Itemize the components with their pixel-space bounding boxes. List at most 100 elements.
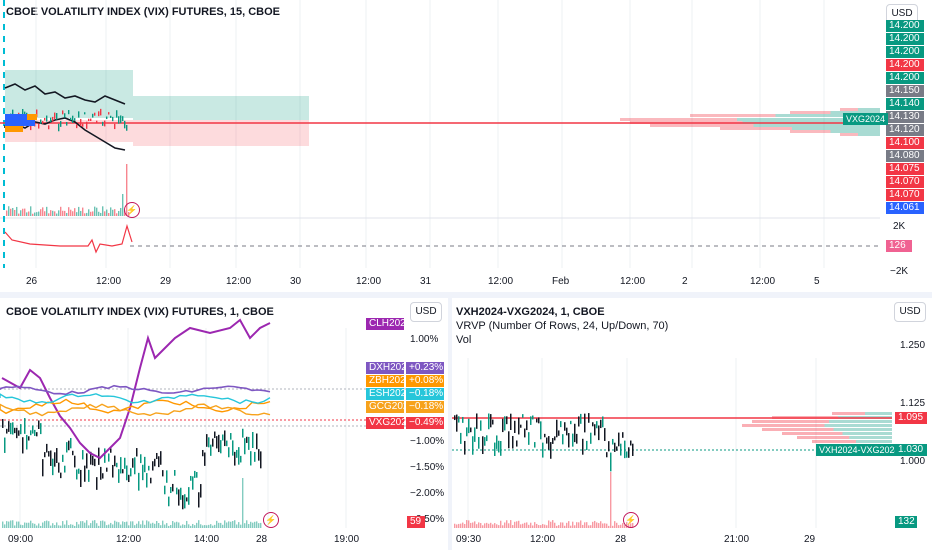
- candle: [490, 414, 492, 428]
- candle: [2, 419, 4, 428]
- bottom-right-volume-tag: 132: [895, 516, 917, 528]
- legend-symbol[interactable]: DXH2024: [366, 362, 412, 374]
- volume-bar: [536, 523, 538, 528]
- legend-symbol[interactable]: ESH2024: [366, 388, 412, 400]
- candle: [480, 420, 482, 431]
- candle: [626, 451, 628, 458]
- pane-separator-horizontal[interactable]: [0, 292, 932, 298]
- volume-indicator-label[interactable]: Vol: [456, 334, 472, 346]
- time-tick-label: 30: [290, 276, 302, 287]
- candle: [112, 464, 114, 478]
- volume-bar: [508, 523, 510, 528]
- volume-bar: [36, 212, 38, 216]
- top-chart-pane[interactable]: CBOE VOLATILITY INDEX (VIX) FUTURES, 15,…: [0, 0, 932, 292]
- volume-bar: [4, 524, 6, 528]
- bottom-right-chart-canvas[interactable]: [452, 298, 932, 550]
- candle: [74, 118, 76, 121]
- legend-symbol[interactable]: ZBH2024: [366, 375, 411, 387]
- candle: [614, 442, 616, 452]
- candle: [592, 422, 594, 427]
- volume-bar: [576, 522, 578, 528]
- candle: [200, 484, 202, 498]
- candle: [126, 465, 128, 481]
- volume-bar: [624, 525, 626, 528]
- volume-bar: [494, 523, 496, 528]
- candle: [188, 487, 190, 505]
- candle: [34, 429, 36, 436]
- candle: [78, 468, 80, 474]
- candle: [232, 440, 234, 456]
- volume-bar: [24, 208, 26, 216]
- volume-bar: [38, 211, 40, 216]
- candle: [160, 451, 162, 465]
- candle: [110, 448, 112, 453]
- candle: [6, 428, 8, 434]
- bottom-left-currency-button[interactable]: USD: [410, 302, 442, 322]
- volume-bar: [214, 524, 216, 528]
- volume-bar: [236, 524, 238, 528]
- volume-bar: [58, 525, 60, 528]
- candle: [196, 472, 198, 478]
- volume-bar: [88, 525, 90, 528]
- volume-bar: [548, 520, 550, 528]
- candle: [76, 124, 78, 129]
- legend-symbol[interactable]: CLH2024: [366, 318, 411, 330]
- volume-bar: [564, 525, 566, 528]
- candle: [170, 486, 172, 494]
- lightning-icon[interactable]: ⚡: [623, 512, 639, 528]
- candle: [24, 418, 26, 434]
- legend-symbol[interactable]: VXG2024: [366, 417, 412, 429]
- candle: [172, 483, 174, 492]
- legend-symbol[interactable]: GCG2024: [366, 401, 414, 413]
- candle: [74, 455, 76, 468]
- volume-bar: [604, 523, 606, 528]
- volume-bar: [496, 524, 498, 528]
- candle: [506, 416, 508, 425]
- volume-bar: [136, 523, 138, 528]
- candle: [524, 428, 526, 438]
- candle: [248, 436, 250, 450]
- volume-bar: [538, 525, 540, 528]
- candle: [538, 417, 540, 424]
- volume-bar: [100, 212, 102, 216]
- bottom-right-chart-title: VXH2024-VXG2024, 1, CBOE: [456, 306, 605, 318]
- bottom-right-currency-button[interactable]: USD: [894, 302, 926, 322]
- bottom-right-volume-bars: [454, 472, 634, 528]
- candle: [464, 440, 466, 455]
- volume-bar: [198, 520, 200, 528]
- bottom-right-chart-pane[interactable]: VXH2024-VXG2024, 1, CBOE VRVP (Number Of…: [452, 298, 932, 550]
- top-chart-canvas[interactable]: [0, 0, 932, 292]
- candle: [100, 108, 102, 116]
- price-tag: 14.100: [886, 137, 924, 149]
- candle: [26, 434, 28, 450]
- volume-bar: [532, 525, 534, 528]
- volume-bar: [168, 525, 170, 528]
- volume-bar: [184, 524, 186, 528]
- volume-bar: [128, 525, 130, 528]
- candle: [458, 416, 460, 423]
- vrvp-indicator-label[interactable]: VRVP (Number Of Rows, 24, Up/Down, 70): [456, 320, 669, 332]
- lightning-icon[interactable]: ⚡: [124, 202, 140, 218]
- volume-bar: [502, 525, 504, 528]
- volume-bar: [90, 211, 92, 216]
- candle: [18, 430, 20, 436]
- volume-profile-bar: [829, 420, 892, 423]
- candle: [152, 461, 154, 471]
- volume-profile: [620, 108, 880, 136]
- volume-bar: [208, 524, 210, 528]
- bottom-left-chart-pane[interactable]: CBOE VOLATILITY INDEX (VIX) FUTURES, 1, …: [0, 298, 448, 550]
- candle: [604, 428, 606, 441]
- candle: [560, 421, 562, 428]
- lightning-icon[interactable]: ⚡: [263, 512, 279, 528]
- volume-bar: [572, 521, 574, 528]
- volume-bar: [64, 210, 66, 216]
- time-tick-label: 31: [420, 276, 432, 287]
- pane-separator-vertical[interactable]: [448, 298, 452, 550]
- candle: [108, 112, 110, 115]
- volume-bar: [488, 523, 490, 528]
- volume-bar: [94, 206, 96, 216]
- candle: [150, 477, 152, 484]
- bottom-left-chart-canvas[interactable]: [0, 298, 448, 550]
- volume-bar: [112, 209, 114, 216]
- candle: [486, 435, 488, 442]
